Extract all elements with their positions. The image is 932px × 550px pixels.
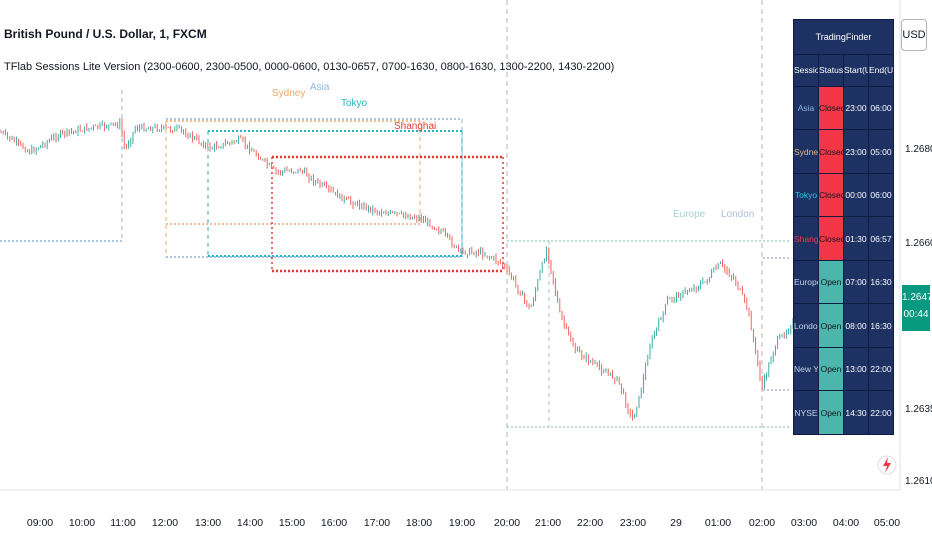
- price-tick-label: 1.26100: [905, 476, 932, 487]
- session-status: Open: [818, 346, 844, 392]
- time-tick-label: 18:00: [406, 517, 432, 529]
- session-name: London: [793, 303, 819, 348]
- time-tick-label: 17:00: [364, 517, 390, 529]
- session-status: Closed: [818, 129, 844, 174]
- candlesticks: [0, 118, 884, 421]
- lightning-icon[interactable]: [877, 446, 897, 484]
- chart-grid: [0, 0, 901, 491]
- time-tick-label: 11:00: [110, 517, 136, 529]
- session-start: 07:00: [843, 259, 869, 305]
- session-end: 05:00: [868, 129, 894, 174]
- session-label-shanghai: Shanghai: [394, 121, 436, 132]
- session-end: 16:30: [868, 303, 894, 348]
- session-end: 16:30: [868, 259, 894, 305]
- price-tick-label: 1.26350: [905, 404, 932, 415]
- time-tick-label: 20:00: [494, 517, 520, 529]
- time-tick-label: 23:00: [620, 517, 646, 529]
- time-tick-label: 16:00: [321, 517, 347, 529]
- session-status: Open: [818, 303, 844, 348]
- session-name: Sydney: [793, 129, 819, 174]
- time-tick-label: 04:00: [833, 517, 859, 529]
- session-start: 14:30: [843, 390, 869, 435]
- symbol-title[interactable]: British Pound / U.S. Dollar, 1, FXCM: [4, 27, 207, 41]
- time-tick-label: 15:00: [279, 517, 305, 529]
- currency-scale-button[interactable]: USD: [901, 19, 927, 51]
- table-row: Tokyo Closed 00:00 06:00: [793, 172, 894, 218]
- sessions-table: TradingFinder Session Status Start(UTC) …: [793, 19, 894, 435]
- table-row: Asia Closed 23:00 06:00: [793, 85, 894, 131]
- last-price-label: 1.26475 00:44: [902, 285, 932, 331]
- session-boxes: [0, 90, 790, 428]
- session-name: Shanghai: [793, 216, 819, 261]
- session-status: Closed: [818, 172, 844, 218]
- session-status: Closed: [818, 85, 844, 131]
- header-session: Session: [793, 53, 819, 87]
- session-start: 23:00: [843, 129, 869, 174]
- session-status: Open: [818, 259, 844, 305]
- header-end: End(UTC): [868, 53, 894, 87]
- session-name: Europe: [793, 259, 819, 305]
- session-status: Open: [818, 390, 844, 435]
- time-tick-label: 01:00: [705, 517, 731, 529]
- time-tick-label: 22:00: [577, 517, 603, 529]
- session-start: 13:00: [843, 346, 869, 392]
- session-start: 01:30: [843, 216, 869, 261]
- session-label-london: London: [721, 209, 754, 220]
- time-tick-label: 12:00: [152, 517, 178, 529]
- header-start: Start(UTC): [843, 53, 869, 87]
- header-status: Status: [818, 53, 844, 87]
- session-end: 06:00: [868, 85, 894, 131]
- time-tick-label: 03:00: [791, 517, 817, 529]
- session-end: 22:00: [868, 346, 894, 392]
- session-start: 00:00: [843, 172, 869, 218]
- session-label-asia: Asia: [310, 82, 330, 93]
- time-tick-label: 13:00: [195, 517, 221, 529]
- price-axis: 1.26800 1.26600 1.26350 1.26100: [905, 144, 932, 487]
- session-end: 22:00: [868, 390, 894, 435]
- last-price-value: 1.26475: [902, 292, 932, 303]
- session-end: 06:00: [868, 172, 894, 218]
- session-name: Asia: [793, 85, 819, 131]
- session-label-europe: Europe: [673, 209, 706, 220]
- time-axis: 09:00 10:00 11:00 12:00 13:00 14:00 15:00 16:00…: [27, 517, 900, 529]
- price-tick-label: 1.26800: [905, 144, 932, 155]
- session-start: 23:00: [843, 85, 869, 131]
- time-tick-label: 19:00: [449, 517, 475, 529]
- session-label-tokyo: Tokyo: [341, 98, 368, 109]
- session-start: 08:00: [843, 303, 869, 348]
- session-status: Closed: [818, 216, 844, 261]
- session-label-sydney: Sydney: [272, 88, 305, 99]
- session-name: New York: [793, 346, 819, 392]
- price-tick-label: 1.26600: [905, 238, 932, 249]
- indicator-title[interactable]: TFlab Sessions Lite Version (2300-0600, …: [4, 61, 615, 73]
- table-title: TradingFinder: [793, 19, 894, 55]
- time-tick-label: 21:00: [535, 517, 561, 529]
- time-tick-label: 10:00: [69, 517, 95, 529]
- table-row: NYSE Open 14:30 22:00: [793, 390, 894, 435]
- time-tick-label: 02:00: [749, 517, 775, 529]
- session-name: Tokyo: [793, 172, 819, 218]
- time-tick-label: 05:00: [874, 517, 900, 529]
- time-tick-label: 14:00: [237, 517, 263, 529]
- bar-countdown: 00:44: [903, 309, 929, 320]
- session-name: NYSE: [793, 390, 819, 435]
- session-labels: Sydney Asia Tokyo Shanghai Europe London: [272, 82, 754, 220]
- time-tick-label: 29: [670, 517, 682, 529]
- session-end: 06:57: [868, 216, 894, 261]
- time-tick-label: 09:00: [27, 517, 53, 529]
